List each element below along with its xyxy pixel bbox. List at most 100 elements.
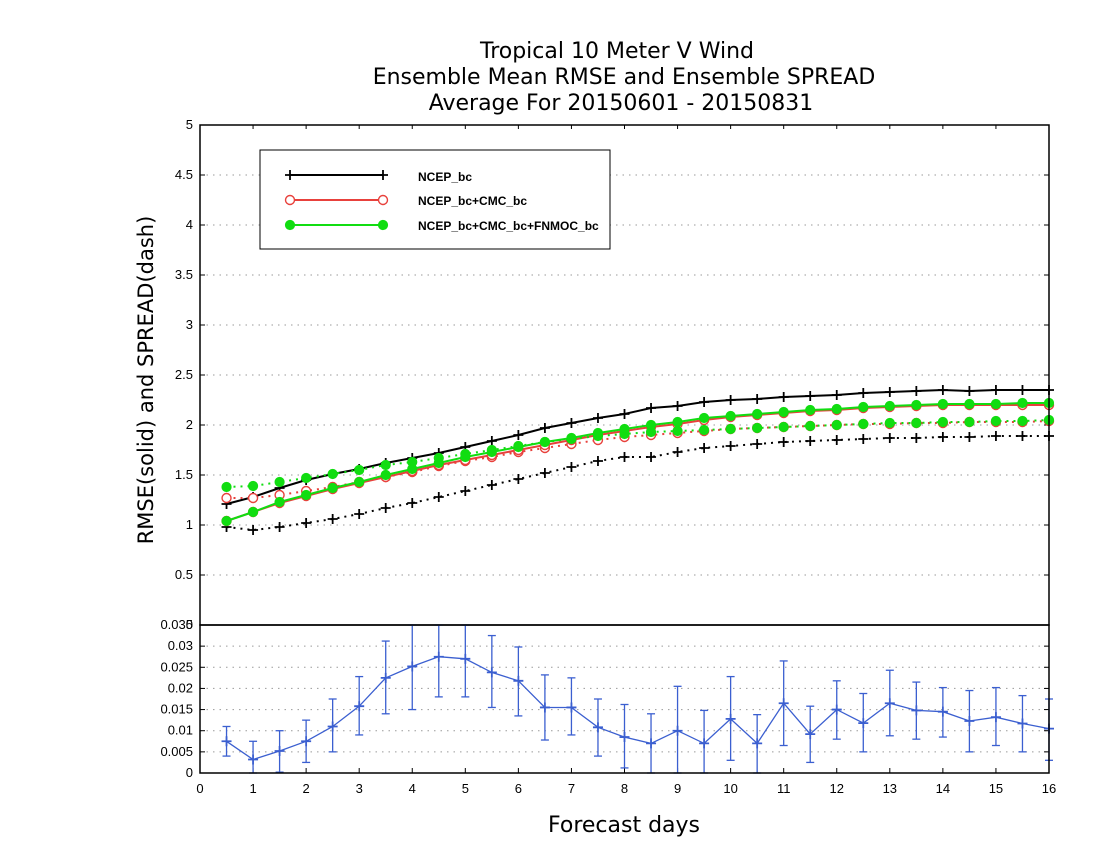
data-point (274, 746, 285, 757)
y-tick-label: 0.015 (160, 702, 193, 717)
data-point (274, 522, 285, 532)
data-point (248, 525, 259, 535)
data-point (566, 418, 577, 428)
legend-marker (378, 170, 388, 180)
data-point (725, 441, 736, 451)
y-tick-label: 0 (186, 617, 193, 632)
series-line (226, 404, 1049, 522)
data-point (990, 398, 1002, 410)
x-tick-label: 0 (196, 781, 203, 796)
data-point (354, 701, 365, 712)
y-tick-label: 2 (186, 417, 193, 432)
title-line-2: Ensemble Mean RMSE and Ensemble SPREAD (373, 65, 876, 90)
data-point (592, 413, 603, 423)
data-point (247, 492, 259, 504)
data-point (460, 653, 471, 664)
series-line (226, 420, 1050, 499)
data-point (752, 738, 763, 749)
data-point (699, 443, 710, 453)
data-point (964, 715, 975, 726)
legend-label-ncep-cmc: NCEP_bc+CMC_bc (418, 194, 527, 208)
data-point (221, 492, 232, 504)
chart-title: Tropical 10 Meter V Wind Ensemble Mean R… (373, 39, 876, 116)
x-tick-label: 14 (936, 781, 950, 796)
data-point (248, 754, 259, 765)
data-point (990, 415, 1002, 427)
x-tick-label: 12 (830, 781, 844, 796)
data-point (486, 446, 497, 458)
data-point (592, 456, 603, 466)
data-point (699, 738, 710, 749)
x-tick-label: 15 (989, 781, 1003, 796)
data-point (858, 418, 869, 430)
data-point (407, 498, 418, 508)
data-point (1017, 718, 1028, 729)
data-point (566, 702, 577, 713)
data-point (539, 702, 550, 713)
series-rmse (221, 399, 1055, 527)
legend: NCEP_bc NCEP_bc+CMC_bc NCEP_bc+CMC_bc+FN… (259, 149, 611, 250)
data-point (1017, 431, 1028, 441)
x-tick-label: 13 (883, 781, 897, 796)
data-point (354, 476, 365, 488)
data-point (699, 397, 710, 407)
data-point (566, 432, 577, 444)
data-point (672, 425, 683, 437)
data-point (752, 394, 763, 404)
data-point (433, 651, 444, 662)
x-tick-label: 4 (409, 781, 416, 796)
title-line-3: Average For 20150601 - 20150831 (429, 91, 814, 116)
y-tick-label: 0.01 (168, 723, 193, 738)
data-point (752, 439, 763, 449)
data-point (672, 416, 683, 428)
data-point (619, 452, 630, 462)
y-tick-label: 0 (186, 765, 193, 780)
legend-marker (377, 194, 389, 206)
data-point (274, 496, 285, 508)
data-point (831, 390, 842, 400)
y-tick-label: 4.5 (175, 167, 193, 182)
data-point (805, 729, 816, 740)
data-point (619, 409, 630, 419)
data-point (513, 474, 524, 484)
data-point (778, 698, 789, 709)
data-point (805, 420, 816, 432)
data-point (513, 675, 524, 686)
data-point (539, 468, 550, 478)
y-tick-label: 3.5 (175, 267, 193, 282)
series-line (226, 435, 1049, 532)
data-point (937, 432, 948, 442)
data-point (354, 509, 365, 519)
data-point (698, 412, 710, 424)
data-point (831, 419, 842, 431)
data-point (301, 736, 312, 747)
data-point (990, 385, 1001, 395)
y-tick-label: 3 (186, 317, 193, 332)
data-point (858, 401, 869, 413)
data-point (884, 433, 895, 443)
data-point (1017, 385, 1028, 395)
data-point (884, 387, 895, 397)
data-point (433, 457, 444, 469)
data-point (646, 452, 657, 462)
y-tick-label: 5 (186, 117, 193, 132)
data-point (911, 705, 922, 716)
data-point (645, 419, 657, 431)
data-point (380, 469, 391, 481)
data-point (964, 386, 975, 396)
y-tick-label: 0.035 (160, 617, 193, 632)
data-point (884, 698, 895, 709)
legend-sample (284, 194, 389, 206)
top-panel-y-ticks: 0 0.5 1 1.5 2 2.5 3 3.5 4 4.5 5 (175, 117, 1050, 632)
data-point (460, 486, 471, 496)
data-point (911, 386, 922, 396)
data-point (778, 406, 789, 418)
data-point (486, 436, 497, 446)
title-line-1: Tropical 10 Meter V Wind (479, 39, 754, 64)
bottom-panel-frame (199, 624, 1050, 774)
data-point (221, 736, 232, 747)
data-point (778, 437, 789, 447)
data-point (247, 506, 259, 518)
